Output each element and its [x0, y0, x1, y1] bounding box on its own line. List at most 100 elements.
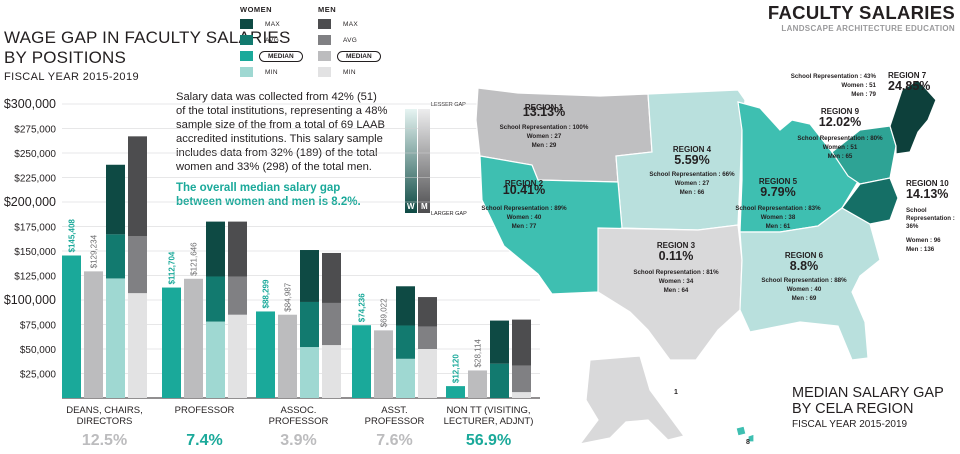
region-name: REGION 6 [785, 251, 824, 260]
category-label: PROFESSOR [269, 416, 329, 427]
legend-men: MEN MAX AVG MEDIAN MIN [318, 5, 381, 80]
legend-label: AVG [343, 36, 358, 44]
region-gap: 8.8% [790, 259, 819, 273]
y-tick-label: $225,000 [14, 174, 56, 185]
region-women: Women : 40 [507, 214, 542, 221]
legend-men-max: MAX [318, 16, 381, 32]
gap-percent-label: 3.9% [280, 432, 316, 449]
region-men: Men : 61 [766, 223, 791, 230]
men-max-bar [512, 319, 531, 366]
region-representation: 36% [906, 223, 919, 230]
y-tick-label: $25,000 [20, 370, 57, 381]
region-gap: 5.59% [674, 153, 709, 167]
legend-swatch [318, 51, 331, 61]
region-representation: School Representation : 89% [481, 205, 567, 212]
us-map: REGION 113.13%School Representation : 10… [475, 71, 955, 446]
region-gap: 24.85% [888, 79, 930, 93]
region-men: Men : 66 [680, 189, 705, 196]
region-name: REGION 3 [657, 241, 696, 250]
men-avg-bar [418, 326, 437, 349]
legend-swatch [240, 67, 253, 77]
category-label: DIRECTORS [77, 416, 133, 427]
women-median-bar [162, 287, 181, 398]
men-avg-bar [228, 276, 247, 315]
region-name: REGION 10 [906, 179, 949, 188]
legend-swatch [318, 19, 331, 29]
region-gap: 14.13% [906, 187, 948, 201]
women-median-bar [352, 325, 371, 398]
men-median-bar [468, 370, 487, 398]
y-tick-label: $250,000 [14, 149, 56, 160]
bar-chart: $25,000 $50,000 $75,000 $100,000 $125,000 $15… [4, 97, 540, 449]
men-avg-bar [128, 236, 147, 294]
map-title-block: MEDIAN SALARY GAP BY CELA REGION FISCAL … [792, 385, 944, 430]
map-region-shape [578, 355, 686, 445]
region-name: REGION 7 [888, 71, 927, 80]
page-subtitle: LANDSCAPE ARCHITECTURE EDUCATION [781, 24, 955, 33]
region-representation: School [906, 207, 927, 214]
category-group: $145,408 $129,234 DEANS, CHAIRS,DIRECTORS 1… [62, 136, 147, 449]
region-women: Women : 27 [675, 180, 710, 187]
legend-women-avg: AVG [240, 32, 303, 48]
category-label: LECTURER, ADJNT) [444, 416, 534, 427]
men-max-bar [418, 297, 437, 327]
y-tick-label: $125,000 [14, 272, 56, 283]
legend-swatch [318, 35, 331, 45]
gap-scale-women-bar [405, 109, 417, 213]
women-max-bar [206, 221, 225, 277]
region-representation: School Representation : 43% [791, 73, 877, 80]
y-tick-label: $50,000 [20, 345, 57, 356]
region-men: Men : 136 [906, 246, 935, 253]
map-region-shape [841, 177, 899, 225]
women-median-bar [256, 311, 275, 398]
region-representation: School Representation : 100% [500, 124, 589, 131]
men-avg-bar [512, 365, 531, 393]
region-label-6: REGION 68.8% School Representation : 88% W… [761, 251, 847, 302]
region-name: REGION 9 [821, 107, 860, 116]
region-label-1: REGION 113.13% School Representation : 10… [500, 103, 589, 149]
region-men: Men : 64 [664, 287, 689, 294]
legend-women-header: WOMEN [240, 5, 273, 14]
region-men: Men : 79 [851, 91, 876, 98]
men-avg-bar [322, 302, 341, 346]
page-title-block: FACULTY SALARIES LANDSCAPE ARCHITECTURE … [768, 2, 955, 33]
chart-title-line1: WAGE GAP IN FACULTY SALARIES [4, 28, 291, 47]
women-median-label: $88,299 [262, 279, 271, 308]
women-median-label: $112,704 [168, 251, 177, 284]
women-median-bar [446, 386, 465, 398]
gap-percent-label: 56.9% [466, 432, 511, 449]
region-representation: School Representation : 83% [735, 205, 821, 212]
women-min-bar [300, 347, 319, 398]
legend-label: AVG [265, 36, 280, 44]
gap-scale-men-bar [418, 109, 430, 213]
legend-swatch [240, 35, 253, 45]
y-tick-label: $75,000 [20, 321, 57, 332]
women-avg-bar [396, 325, 415, 359]
men-max-bar [322, 252, 341, 303]
men-max-bar [128, 136, 147, 237]
men-min-bar [418, 349, 437, 398]
gap-percent-label: 7.4% [186, 432, 222, 449]
region-men: Men : 77 [512, 223, 537, 230]
women-avg-bar [490, 363, 509, 398]
gap-scale: W M LESSER GAP LARGER GAP [405, 102, 475, 222]
category-label: PROFESSOR [175, 405, 235, 416]
region-label-3: REGION 30.11% School Representation : 81%… [633, 241, 719, 294]
y-tick-label: $150,000 [14, 247, 56, 258]
region-men: Men : 29 [532, 142, 557, 149]
region-men: Men : 65 [828, 153, 853, 160]
gap-scale-bottom-label: LARGER GAP [431, 211, 467, 217]
chart-subtitle: FISCAL YEAR 2015-2019 [4, 71, 139, 83]
region-women: Women : 40 [787, 286, 822, 293]
legend-swatch [318, 67, 331, 77]
region-representation: School Representation : 66% [649, 171, 735, 178]
map-subtitle: FISCAL YEAR 2015-2019 [792, 419, 908, 430]
category-label: PROFESSOR [365, 416, 425, 427]
y-tick-label: $175,000 [14, 223, 56, 234]
women-avg-bar [300, 301, 319, 348]
region-gap: 0.11% [659, 249, 694, 263]
category-label: DEANS, CHAIRS, [66, 405, 143, 416]
men-min-bar [128, 293, 147, 398]
region-name: REGION 4 [673, 145, 712, 154]
legend-men-avg: AVG [318, 32, 381, 48]
